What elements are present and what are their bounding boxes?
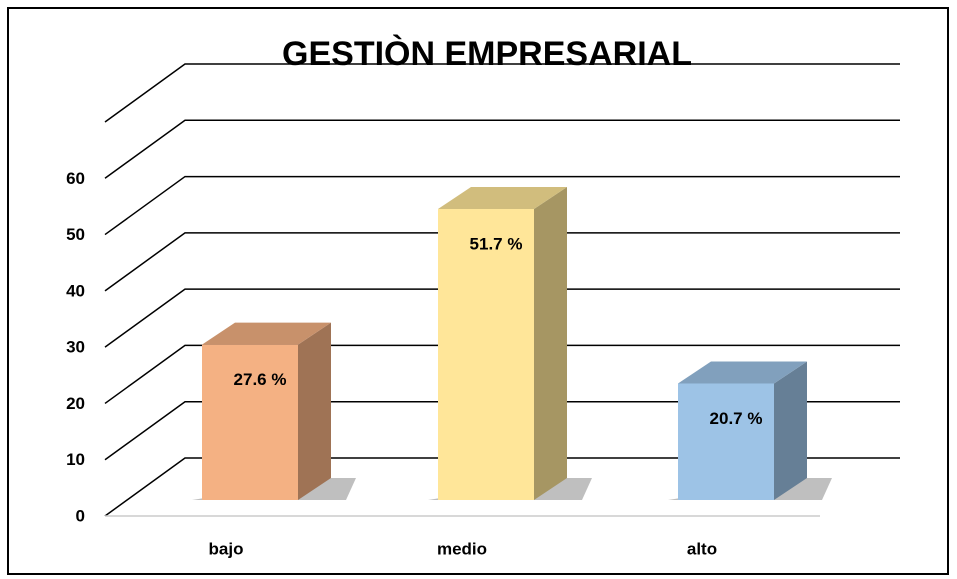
data-label: 27.6 % — [234, 370, 287, 389]
grid-line — [104, 232, 900, 292]
y-tick-label: 50 — [66, 225, 85, 244]
bar-top — [678, 361, 807, 384]
chart-title: GESTIÒN EMPRESARIAL — [282, 35, 692, 73]
data-label: 51.7 % — [470, 234, 523, 253]
bar — [438, 209, 534, 500]
grid-line — [104, 119, 900, 179]
bar-side — [298, 322, 331, 500]
y-tick-label: 30 — [66, 338, 85, 357]
grid-line — [104, 344, 900, 405]
x-tick-label: alto — [687, 539, 717, 558]
x-tick-label: medio — [437, 539, 487, 558]
y-tick-label: 60 — [66, 169, 85, 188]
bar — [678, 383, 774, 500]
bar-top — [438, 187, 567, 210]
grid-line — [104, 175, 900, 236]
grid-line — [104, 288, 900, 348]
y-tick-label: 20 — [66, 394, 85, 413]
bar-top — [202, 322, 331, 345]
bar-side — [534, 187, 567, 500]
y-tick-label: 10 — [66, 450, 85, 469]
y-tick-label: 0 — [76, 506, 85, 525]
y-tick-label: 40 — [66, 281, 85, 300]
bar — [202, 344, 298, 500]
data-label: 20.7 % — [710, 409, 763, 428]
grid-line — [104, 400, 900, 461]
bar-side — [774, 361, 807, 500]
grid-line — [104, 63, 900, 123]
x-tick-label: bajo — [209, 539, 244, 558]
grid-line — [104, 457, 900, 517]
